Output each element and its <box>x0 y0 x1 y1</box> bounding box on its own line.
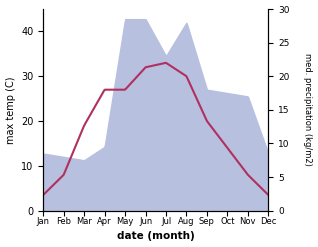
X-axis label: date (month): date (month) <box>117 231 195 242</box>
Y-axis label: med. precipitation (kg/m2): med. precipitation (kg/m2) <box>303 53 313 166</box>
Y-axis label: max temp (C): max temp (C) <box>5 76 16 144</box>
